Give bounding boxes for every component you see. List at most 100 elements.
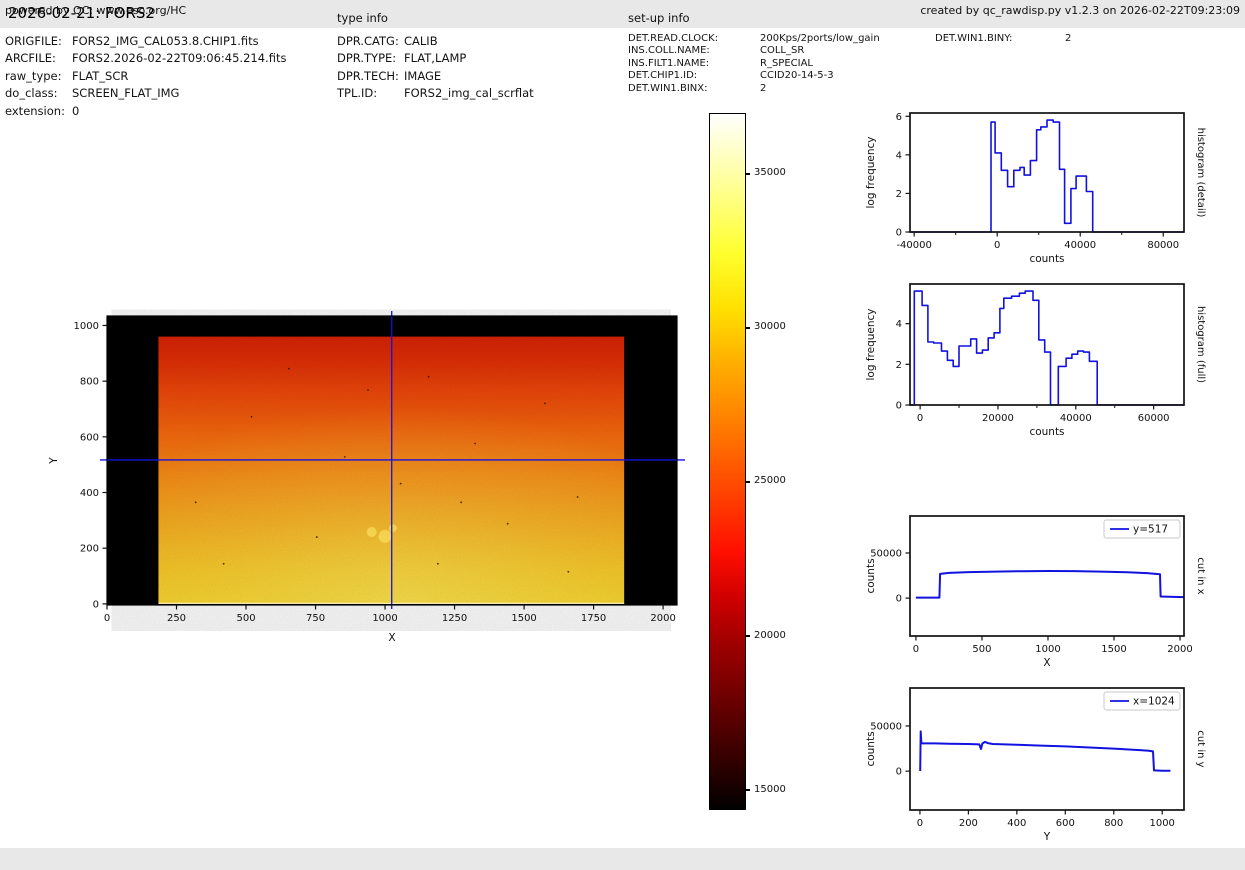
svg-text:600: 600 (80, 432, 99, 443)
kv-row: DPR.CATG:CALIB (337, 33, 534, 50)
colorbar-tick (745, 635, 750, 637)
svg-text:1250: 1250 (442, 613, 467, 624)
kv-label: TPL.ID: (337, 85, 404, 102)
footer-created-by: created by qc_rawdisp.py v1.2.3 on 2026-… (920, 4, 1240, 17)
kv-value: FORS2_img_cal_scrflat (404, 86, 534, 100)
svg-text:counts: counts (1029, 426, 1064, 438)
kv-value: FLAT,LAMP (404, 51, 466, 65)
svg-text:0: 0 (104, 613, 110, 624)
svg-text:0: 0 (913, 644, 919, 655)
kv-row: DET.WIN1.BINY:2 (935, 33, 1071, 45)
colorbar-tick-label: 30000 (754, 321, 786, 332)
svg-text:2: 2 (896, 189, 902, 200)
svg-text:4: 4 (896, 319, 902, 330)
cut-in-x-plot: 0500100015002000050000Xcountscut in xy=5… (910, 516, 1184, 636)
svg-text:0: 0 (896, 401, 902, 412)
kv-row: ORIGFILE:FORS2_IMG_CAL053.8.CHIP1.fits (5, 33, 286, 50)
type-info-block: DPR.CATG:CALIB DPR.TYPE:FLAT,LAMP DPR.TE… (337, 33, 534, 103)
svg-text:0: 0 (93, 599, 99, 610)
kv-label: ORIGFILE: (5, 33, 72, 50)
svg-text:counts: counts (865, 558, 877, 593)
svg-text:0: 0 (917, 413, 923, 424)
svg-text:0: 0 (994, 240, 1000, 251)
setup-info-heading: set-up info (628, 11, 690, 25)
kv-label: extension: (5, 103, 72, 120)
kv-label: DET.CHIP1.ID: (628, 70, 760, 82)
svg-text:750: 750 (306, 613, 325, 624)
svg-text:500: 500 (236, 613, 255, 624)
svg-text:1000: 1000 (1035, 644, 1060, 655)
qc-report-page: 2026-02-21: FORS2 type info set-up info … (0, 0, 1245, 870)
kv-label: INS.COLL.NAME: (628, 45, 760, 57)
setup-info-block-col2: DET.WIN1.BINY:2 (935, 33, 1071, 45)
svg-text:40000: 40000 (1060, 413, 1092, 424)
svg-text:0: 0 (896, 594, 902, 605)
kv-value: FLAT_SCR (72, 69, 128, 83)
kv-label: ARCFILE: (5, 50, 72, 67)
svg-text:histogram (full): histogram (full) (1195, 306, 1206, 383)
svg-text:cut in x: cut in x (1195, 557, 1206, 594)
kv-label: DET.READ.CLOCK: (628, 33, 760, 45)
histogram_full-svg: 0200004000060000024countslog frequencyhi… (910, 284, 1184, 405)
kv-label: DPR.TECH: (337, 68, 404, 85)
kv-label: do_class: (5, 85, 72, 102)
kv-value: 2 (1065, 33, 1071, 44)
svg-text:50000: 50000 (870, 548, 902, 559)
colorbar-tick-label: 15000 (754, 784, 786, 795)
svg-text:Y: Y (1043, 831, 1051, 843)
colorbar-tick (745, 481, 750, 483)
svg-text:200: 200 (959, 818, 978, 829)
svg-text:X: X (388, 632, 395, 644)
svg-text:counts: counts (1029, 253, 1064, 265)
kv-value: CALIB (404, 34, 438, 48)
kv-label: DPR.CATG: (337, 33, 404, 50)
kv-row: DET.WIN1.BINX:2 (628, 83, 880, 95)
svg-text:log frequency: log frequency (865, 308, 877, 380)
svg-text:60000: 60000 (1138, 413, 1170, 424)
histogram-detail-plot: -40000040000800000246countslog frequency… (910, 113, 1184, 232)
kv-value: FORS2_IMG_CAL053.8.CHIP1.fits (72, 34, 259, 48)
footer-bar (0, 848, 1245, 870)
svg-text:histogram (detail): histogram (detail) (1195, 128, 1206, 218)
type-info-heading: type info (337, 11, 388, 25)
kv-row: DET.CHIP1.ID:CCID20-14-5-3 (628, 70, 880, 82)
svg-text:20000: 20000 (982, 413, 1014, 424)
colorbar-tick-label: 35000 (754, 167, 786, 178)
setup-info-block-col1: DET.READ.CLOCK:200Kps/2ports/low_gain IN… (628, 33, 880, 95)
kv-row: INS.COLL.NAME:COLL_SR (628, 45, 880, 57)
svg-text:log frequency: log frequency (865, 136, 877, 208)
svg-text:2000: 2000 (650, 613, 675, 624)
colorbar-tick-label: 25000 (754, 475, 786, 486)
colorbar-tick (745, 173, 750, 175)
svg-text:0: 0 (896, 767, 902, 778)
colorbar: 1500020000250003000035000 (709, 113, 746, 810)
svg-text:40000: 40000 (1064, 240, 1096, 251)
svg-text:Y: Y (48, 457, 60, 465)
svg-text:0: 0 (896, 228, 902, 239)
svg-text:counts: counts (865, 731, 877, 766)
svg-text:800: 800 (1104, 818, 1123, 829)
svg-text:1000: 1000 (74, 321, 99, 332)
kv-label: DPR.TYPE: (337, 50, 404, 67)
kv-value: IMAGE (404, 69, 441, 83)
svg-text:200: 200 (80, 544, 99, 555)
main_image-svg: 0250500750100012501500175020000200400600… (107, 316, 677, 605)
svg-text:2: 2 (896, 360, 902, 371)
svg-text:80000: 80000 (1147, 240, 1179, 251)
footer-powered-by: powered by QC: www.eso.org/HC (5, 4, 186, 17)
cut_y-svg: 02004006008001000050000Ycountscut in yx=… (910, 688, 1184, 810)
histogram-full-plot: 0200004000060000024countslog frequencyhi… (910, 284, 1184, 405)
kv-row: DPR.TYPE:FLAT,LAMP (337, 50, 534, 67)
kv-row: extension:0 (5, 103, 286, 120)
kv-value: 200Kps/2ports/low_gain (760, 33, 880, 44)
svg-text:250: 250 (167, 613, 186, 624)
svg-text:1000: 1000 (1149, 818, 1174, 829)
svg-text:X: X (1043, 657, 1050, 669)
colorbar-tick-label: 20000 (754, 630, 786, 641)
svg-text:600: 600 (1056, 818, 1075, 829)
kv-label: DET.WIN1.BINY: (935, 33, 1065, 45)
svg-text:2000: 2000 (1167, 644, 1192, 655)
svg-text:0: 0 (917, 818, 923, 829)
svg-text:y=517: y=517 (1133, 524, 1168, 536)
kv-value: CCID20-14-5-3 (760, 70, 834, 81)
